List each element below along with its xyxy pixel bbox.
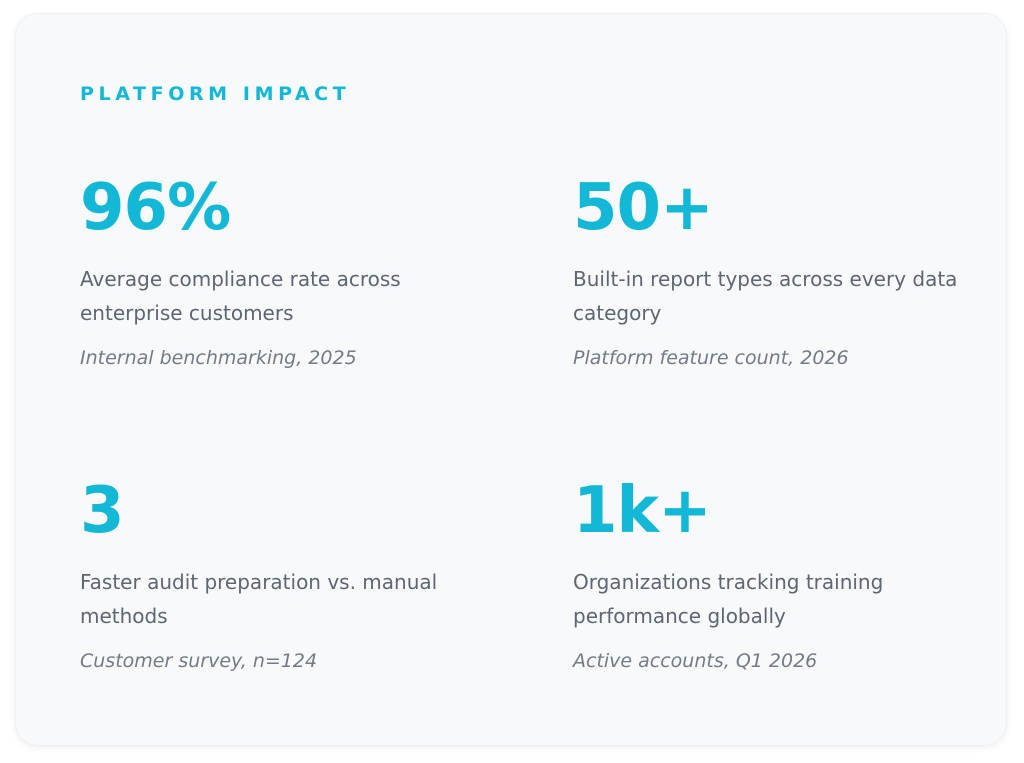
stat-value: 96% [80, 171, 231, 245]
stat-source: Platform feature count, 2026 [573, 347, 849, 369]
stat-value: 50+ [573, 171, 714, 245]
stat-label: Faster audit preparation vs. manual meth… [80, 570, 438, 628]
stat-source: Customer survey, n=124 [80, 650, 318, 672]
stat-item: 50+ Built-in report types across every d… [573, 172, 973, 372]
stat-source: Active accounts, Q1 2026 [573, 650, 818, 672]
stat-label: Built-in report types across every data … [573, 267, 958, 325]
stat-value: 3 [80, 474, 125, 548]
stat-item: 1k+ Organizations tracking training perf… [573, 475, 973, 675]
stat-label: Average compliance rate across enterpris… [80, 267, 401, 325]
stat-value: 1k+ [573, 474, 712, 548]
stat-label: Organizations tracking training performa… [573, 570, 884, 628]
stat-source: Internal benchmarking, 2025 [80, 347, 357, 369]
platform-impact-card: PLATFORM IMPACT 96% Average compliance r… [16, 14, 1006, 745]
stat-item: 3 Faster audit preparation vs. manual me… [80, 475, 480, 675]
section-eyebrow: PLATFORM IMPACT [80, 83, 351, 105]
stat-item: 96% Average compliance rate across enter… [80, 172, 480, 372]
